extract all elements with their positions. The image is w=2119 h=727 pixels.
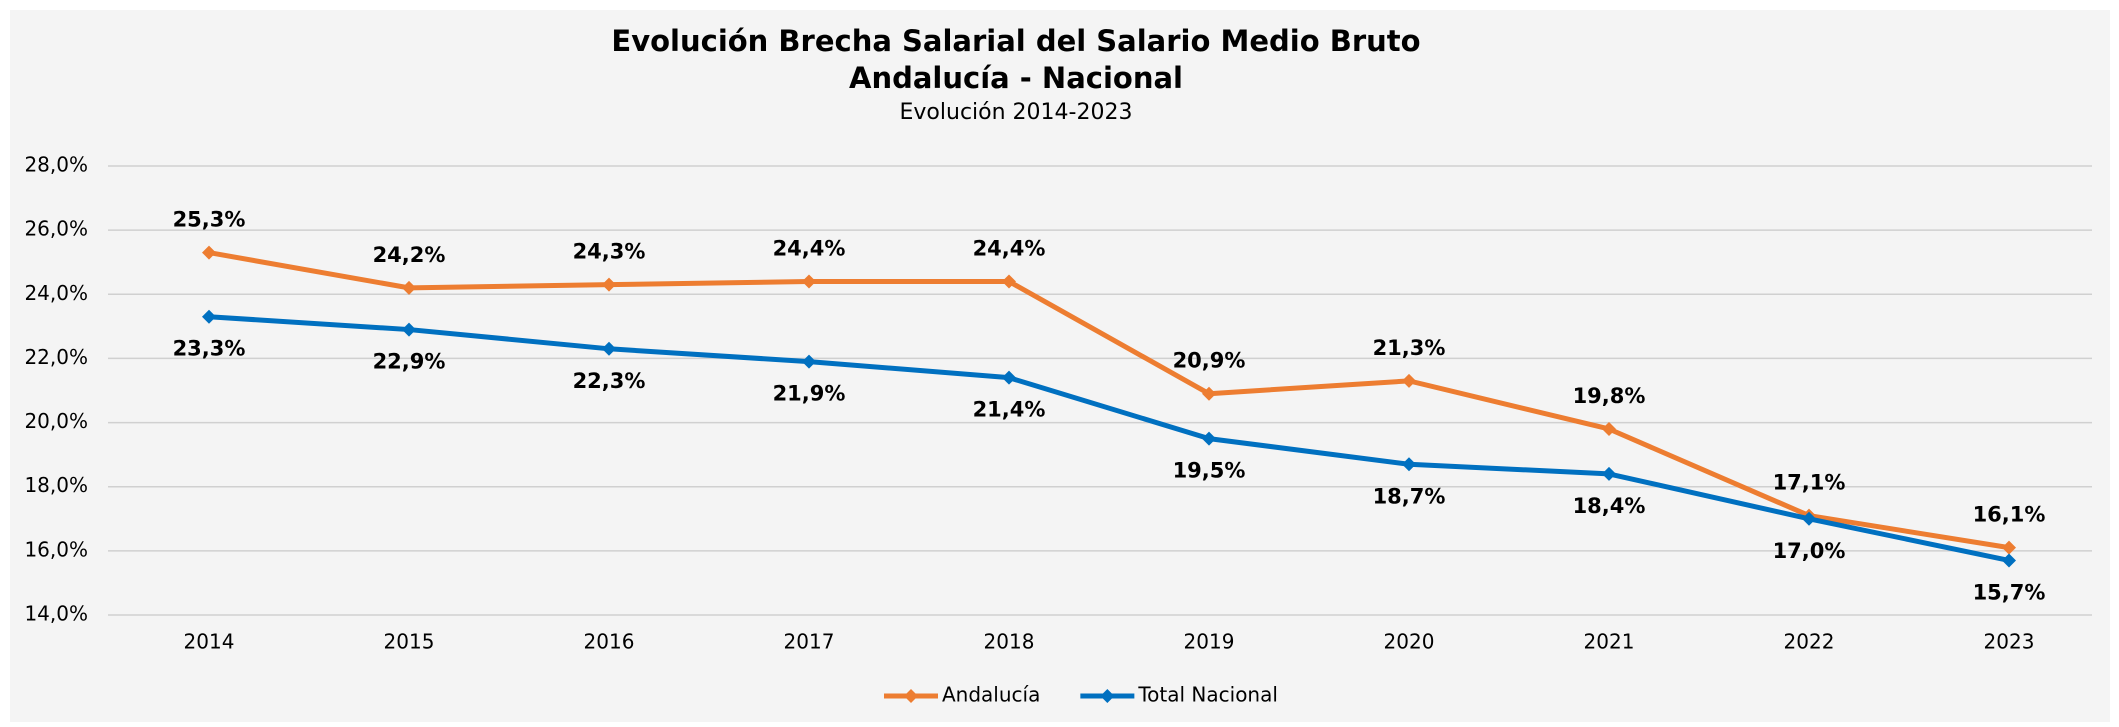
data-point	[1402, 373, 1416, 388]
data-label: 17,1%	[1773, 471, 1846, 495]
data-label: 24,4%	[973, 236, 1046, 260]
chart-background	[10, 10, 2110, 722]
y-tick-label: 28,0%	[24, 153, 88, 177]
data-point	[1202, 386, 1216, 401]
x-tick-label: 2018	[984, 630, 1035, 654]
x-tick-label: 2020	[1384, 630, 1435, 654]
x-tick-label: 2021	[1584, 630, 1635, 654]
data-point	[802, 354, 816, 369]
data-point	[1202, 431, 1216, 446]
data-label: 21,4%	[973, 398, 1046, 422]
data-label: 21,3%	[1373, 336, 1446, 360]
data-point	[202, 245, 216, 260]
data-label: 17,0%	[1773, 539, 1846, 563]
data-point	[202, 309, 216, 324]
y-tick-label: 16,0%	[24, 537, 88, 561]
x-tick-label: 2017	[784, 630, 835, 654]
data-point	[1402, 457, 1416, 472]
y-tick-label: 20,0%	[24, 409, 88, 433]
y-tick-label: 18,0%	[24, 473, 88, 497]
x-tick-label: 2016	[584, 630, 635, 654]
data-point	[1602, 421, 1616, 436]
legend-label: Andalucía	[942, 683, 1040, 707]
series-line	[208, 314, 2010, 563]
data-label: 16,1%	[1973, 503, 2046, 527]
data-point	[2002, 540, 2016, 555]
data-point	[1002, 274, 1016, 289]
data-point	[402, 322, 416, 337]
data-label: 24,4%	[773, 236, 846, 260]
data-point	[602, 341, 616, 356]
y-tick-label: 14,0%	[24, 602, 88, 626]
data-label: 24,3%	[573, 240, 646, 264]
data-label: 25,3%	[173, 208, 246, 232]
data-label: 15,7%	[1973, 580, 2046, 604]
series-line	[208, 250, 2010, 551]
data-label: 24,2%	[373, 243, 446, 267]
data-label: 18,7%	[1373, 484, 1446, 508]
data-point	[402, 280, 416, 295]
x-tick-label: 2019	[1184, 630, 1235, 654]
legend-marker	[1100, 689, 1115, 703]
y-tick-label: 24,0%	[24, 281, 88, 305]
data-point	[1802, 511, 1816, 526]
x-tick-label: 2023	[1984, 630, 2035, 654]
data-point	[1002, 370, 1016, 385]
data-point	[2002, 553, 2016, 568]
chart-subtitle: Evolución 2014-2023	[900, 100, 1133, 125]
chart-title-line2: Andalucía - Nacional	[849, 61, 1183, 95]
data-point	[1602, 466, 1616, 481]
legend-marker	[904, 689, 918, 703]
data-label: 20,9%	[1173, 349, 1246, 373]
data-label: 23,3%	[173, 337, 246, 361]
x-tick-label: 2015	[384, 630, 435, 654]
chart-title: Evolución Brecha Salarial del Salario Me…	[611, 24, 1420, 58]
data-label: 22,9%	[373, 350, 446, 374]
x-tick-label: 2014	[184, 630, 235, 654]
data-label: 19,5%	[1173, 459, 1246, 483]
y-tick-label: 22,0%	[24, 345, 88, 369]
x-tick-label: 2022	[1784, 630, 1835, 654]
data-label: 18,4%	[1573, 494, 1646, 518]
data-label: 19,8%	[1573, 384, 1646, 408]
data-point	[802, 274, 816, 289]
y-tick-label: 26,0%	[24, 217, 88, 241]
data-label: 21,9%	[773, 382, 846, 406]
data-point	[602, 277, 616, 292]
data-label: 22,3%	[573, 369, 646, 393]
legend-label: Total Nacional	[1137, 683, 1278, 707]
